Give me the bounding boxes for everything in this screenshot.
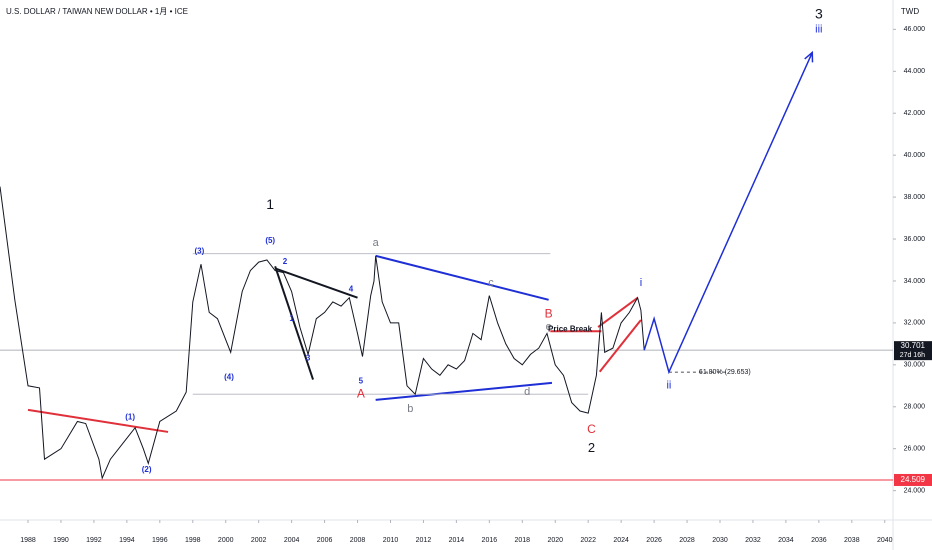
y-tick-label: 36.000 bbox=[904, 236, 926, 243]
annotation: 3 bbox=[815, 5, 823, 21]
annotation: B bbox=[545, 307, 553, 321]
annotation: a bbox=[373, 237, 380, 249]
annotation: C bbox=[587, 422, 596, 436]
x-tick-label: 1992 bbox=[86, 537, 102, 544]
last-price-label: 30.701 bbox=[901, 341, 926, 350]
annotation: 1 bbox=[289, 314, 294, 323]
trendline bbox=[597, 296, 639, 328]
x-tick-label: 2036 bbox=[811, 537, 827, 544]
x-tick-label: 2026 bbox=[646, 537, 662, 544]
annotation: (1) bbox=[125, 412, 135, 421]
annotation: (3) bbox=[194, 247, 204, 256]
annotation: e bbox=[546, 321, 552, 333]
annotation: Price Break bbox=[548, 324, 593, 333]
x-tick-label: 1994 bbox=[119, 537, 135, 544]
annotation: 2 bbox=[283, 257, 288, 266]
x-tick-label: 2018 bbox=[515, 537, 531, 544]
y-tick-label: 32.000 bbox=[904, 320, 926, 327]
trendline bbox=[274, 265, 314, 380]
level-badge bbox=[894, 473, 932, 486]
countdown-label: 27d 16h bbox=[900, 352, 925, 359]
x-tick-label: 2002 bbox=[251, 537, 267, 544]
x-tick-label: 1990 bbox=[53, 537, 69, 544]
trendline bbox=[598, 319, 642, 373]
x-tick-label: 2000 bbox=[218, 537, 234, 544]
y-tick-label: 46.000 bbox=[904, 26, 926, 33]
x-tick-label: 1988 bbox=[20, 537, 36, 544]
trendline bbox=[375, 254, 549, 301]
x-tick-label: 2008 bbox=[350, 537, 366, 544]
annotation: b bbox=[407, 403, 413, 415]
x-tick-label: 2030 bbox=[712, 537, 728, 544]
x-tick-label: 2020 bbox=[547, 537, 563, 544]
annotation: (4) bbox=[224, 373, 234, 382]
annotation: iii bbox=[815, 23, 822, 35]
x-tick-label: 2012 bbox=[416, 537, 432, 544]
axis-unit: TWD bbox=[901, 7, 919, 16]
annotation: 4 bbox=[349, 284, 354, 293]
annotation: c bbox=[488, 277, 494, 289]
x-tick-label: 2014 bbox=[449, 537, 465, 544]
chart-title: U.S. DOLLAR / TAIWAN NEW DOLLAR • 1月 • I… bbox=[6, 7, 188, 16]
y-tick-label: 26.000 bbox=[904, 446, 926, 453]
annotation: 3 bbox=[306, 354, 311, 363]
y-tick-label: 28.000 bbox=[904, 404, 926, 411]
x-tick-label: 2028 bbox=[679, 537, 695, 544]
x-tick-label: 2004 bbox=[284, 537, 300, 544]
arrow-head bbox=[804, 50, 814, 63]
x-tick-label: 2032 bbox=[745, 537, 761, 544]
price-line bbox=[643, 52, 813, 375]
fib-label: 61.80% (29.653) bbox=[699, 369, 751, 376]
price-line bbox=[0, 186, 645, 480]
y-tick-label: 34.000 bbox=[904, 278, 926, 285]
y-tick-label: 40.000 bbox=[904, 152, 926, 159]
annotation: (5) bbox=[265, 236, 275, 245]
x-tick-label: 2006 bbox=[317, 537, 333, 544]
level-label: 24.509 bbox=[901, 475, 926, 484]
y-tick-label: 24.000 bbox=[904, 487, 926, 494]
x-tick-label: 2016 bbox=[482, 537, 498, 544]
x-tick-label: 2034 bbox=[778, 537, 794, 544]
x-tick-label: 2010 bbox=[383, 537, 399, 544]
annotation: (2) bbox=[142, 465, 152, 474]
x-tick-label: 2038 bbox=[844, 537, 860, 544]
annotation: 1 bbox=[266, 196, 274, 212]
trendline bbox=[274, 267, 358, 299]
y-tick-label: 44.000 bbox=[904, 68, 926, 75]
x-tick-label: 2024 bbox=[613, 537, 629, 544]
x-tick-label: 2040 bbox=[877, 537, 893, 544]
y-tick-label: 30.000 bbox=[904, 362, 926, 369]
trendline bbox=[27, 408, 169, 433]
trendline bbox=[375, 381, 553, 401]
annotation: ii bbox=[666, 380, 671, 392]
y-tick-label: 42.000 bbox=[904, 110, 926, 117]
x-tick-label: 1996 bbox=[152, 537, 168, 544]
annotation: A bbox=[357, 386, 365, 400]
annotation: i bbox=[640, 277, 642, 289]
x-tick-label: 2022 bbox=[580, 537, 596, 544]
annotation: 5 bbox=[359, 377, 364, 386]
y-tick-label: 38.000 bbox=[904, 194, 926, 201]
annotation: d bbox=[524, 386, 530, 398]
last-price-badge bbox=[894, 341, 932, 361]
x-tick-label: 1998 bbox=[185, 537, 201, 544]
annotation: 2 bbox=[588, 440, 595, 455]
